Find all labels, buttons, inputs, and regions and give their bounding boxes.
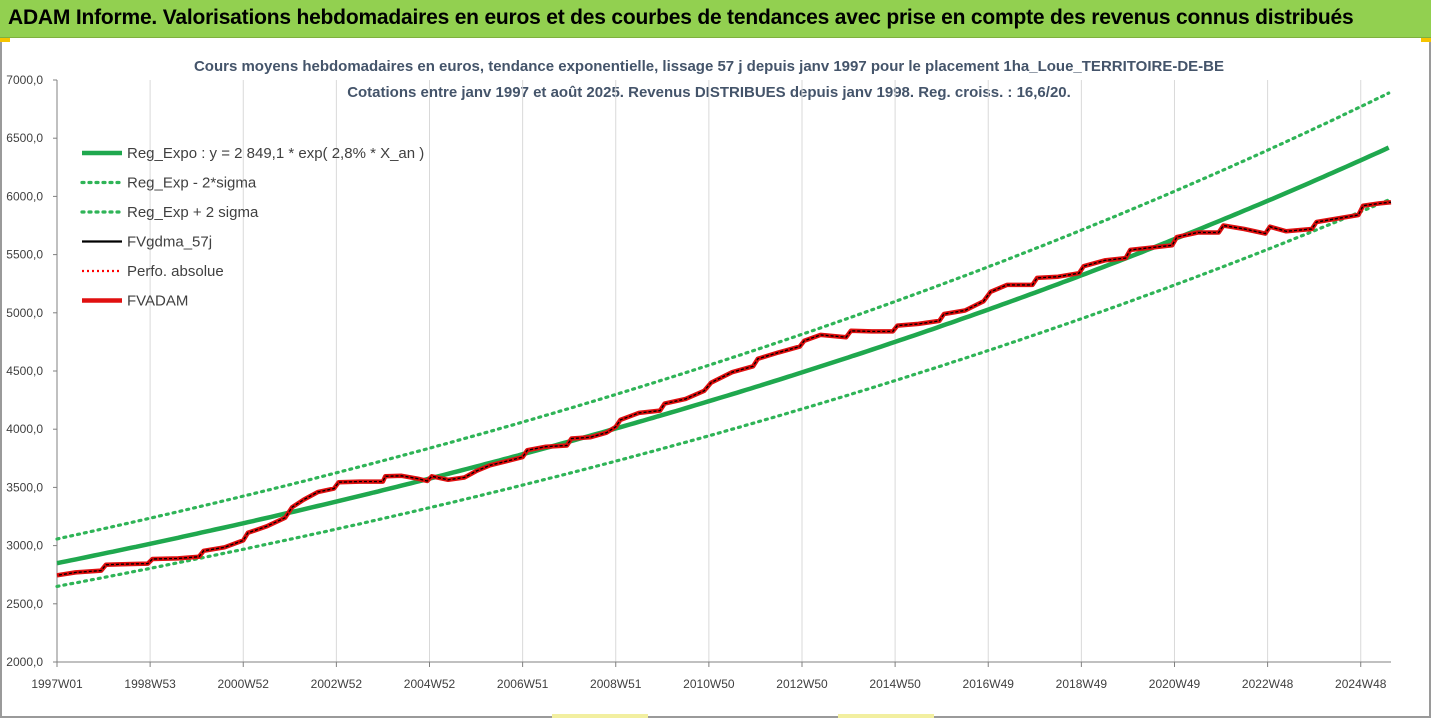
x-tick-label: 1998W53 xyxy=(124,677,176,691)
y-tick-label: 3000,0 xyxy=(6,539,43,553)
trend-chart: Cours moyens hebdomadaires en euros, ten… xyxy=(6,58,1392,691)
y-tick-label: 3500,0 xyxy=(6,480,43,494)
x-tick-label: 2016W49 xyxy=(963,677,1015,691)
y-tick-label: 4500,0 xyxy=(6,364,43,378)
x-tick-label: 2002W52 xyxy=(311,677,363,691)
axes: 1997W01 1998W53 2000W52 2002W52 2004W52 2006W… xyxy=(6,73,1391,691)
y-tick-label: 2500,0 xyxy=(6,597,43,611)
chart-frame xyxy=(0,38,1431,718)
x-tick-label: 2010W50 xyxy=(683,677,735,691)
x-tick-label: 2006W51 xyxy=(497,677,549,691)
x-gridlines xyxy=(149,80,1362,662)
legend-label: FVgdma_57j xyxy=(127,234,212,251)
scrollbar-mark-right xyxy=(838,714,934,718)
report-title: ADAM Informe. Valorisations hebdomadaire… xyxy=(8,6,1354,29)
scrollbar-mark-left xyxy=(552,714,648,718)
reg-expo-line xyxy=(56,145,1390,566)
report-banner: ADAM Informe. Valorisations hebdomadaire… xyxy=(0,0,1431,38)
legend-label: Reg_Expo : y = 2 849,1 * exp( 2,8% * X_a… xyxy=(127,145,424,162)
series-lines xyxy=(55,91,1392,589)
x-tick-label: 2014W50 xyxy=(869,677,921,691)
reg-exp-minus-2sigma-line xyxy=(55,198,1391,589)
x-tick-label: 2012W50 xyxy=(776,677,828,691)
y-tick-label: 4000,0 xyxy=(6,422,43,436)
x-tick-label: 2024W48 xyxy=(1335,677,1387,691)
frame-corner-right xyxy=(1421,38,1431,42)
y-tick-label: 5000,0 xyxy=(6,306,43,320)
chart-title-line1: Cours moyens hebdomadaires en euros, ten… xyxy=(194,58,1224,75)
x-tick-label: 2020W49 xyxy=(1149,677,1201,691)
y-tick-label: 6000,0 xyxy=(6,189,43,203)
x-tick-label: 2008W51 xyxy=(590,677,642,691)
perfo-absolue-line xyxy=(56,201,1392,576)
legend-label: Perfo. absolue xyxy=(127,263,224,280)
legend-label: Reg_Exp + 2 sigma xyxy=(127,204,259,221)
y-tick-label: 5500,0 xyxy=(6,248,43,262)
legend-label: FVADAM xyxy=(127,293,188,310)
y-tick-label: 7000,0 xyxy=(6,73,43,87)
legend-label: Reg_Exp - 2*sigma xyxy=(127,175,257,192)
frame-corner-left xyxy=(0,38,10,42)
x-tick-label: 1997W01 xyxy=(31,677,83,691)
reg-exp-plus-2sigma-line xyxy=(55,91,1391,541)
x-tick-label: 2004W52 xyxy=(404,677,456,691)
y-tick-label: 6500,0 xyxy=(6,131,43,145)
y-tick-label: 2000,0 xyxy=(6,655,43,669)
x-tick-label: 2022W48 xyxy=(1242,677,1294,691)
x-tick-label: 2018W49 xyxy=(1056,677,1108,691)
x-tick-label: 2000W52 xyxy=(218,677,270,691)
legend: Reg_Expo : y = 2 849,1 * exp( 2,8% * X_a… xyxy=(80,145,424,310)
